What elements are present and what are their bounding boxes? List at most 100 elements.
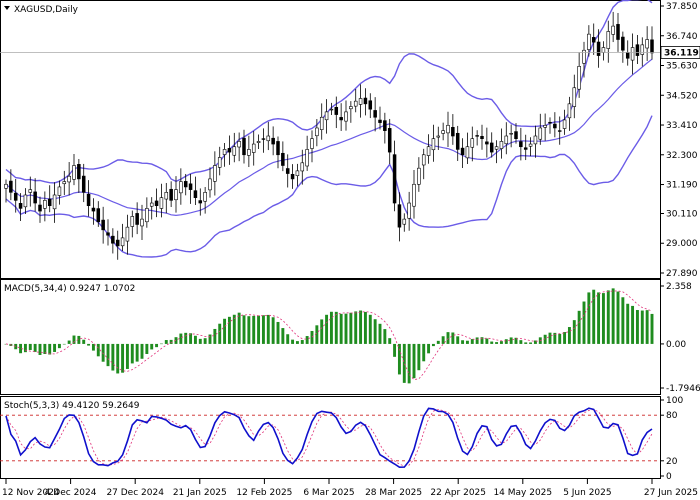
macd-bar bbox=[339, 313, 343, 344]
candle bbox=[383, 112, 387, 144]
candle-body bbox=[4, 183, 8, 189]
candle bbox=[227, 135, 232, 165]
macd-bar bbox=[329, 311, 333, 344]
candle-body bbox=[33, 191, 37, 204]
candle bbox=[101, 206, 105, 244]
candle-body bbox=[378, 119, 382, 123]
candle bbox=[271, 126, 275, 156]
stoch-tick-label: 20 bbox=[666, 457, 678, 467]
candle bbox=[164, 182, 169, 214]
candle-body bbox=[266, 135, 271, 142]
macd-bar bbox=[38, 343, 42, 355]
macd-bar bbox=[645, 310, 649, 344]
candle bbox=[242, 129, 246, 164]
candle-body bbox=[164, 192, 169, 200]
candle bbox=[446, 111, 450, 148]
candle-body bbox=[504, 135, 509, 145]
macd-bar bbox=[218, 323, 222, 344]
macd-bar bbox=[553, 332, 557, 344]
candle bbox=[417, 157, 421, 192]
candle bbox=[169, 181, 173, 208]
macd-histogram bbox=[4, 288, 654, 384]
candle bbox=[421, 148, 426, 180]
candle-body bbox=[397, 204, 402, 228]
candle-body bbox=[18, 203, 23, 209]
candle bbox=[412, 170, 416, 219]
candle bbox=[601, 41, 606, 61]
macd-bar bbox=[456, 336, 460, 344]
current-price-badge bbox=[660, 46, 700, 59]
candle bbox=[329, 102, 334, 116]
macd-bar bbox=[597, 292, 601, 344]
macd-bar bbox=[237, 312, 241, 344]
macd-bar bbox=[82, 339, 86, 344]
candle bbox=[62, 170, 67, 196]
macd-bar bbox=[616, 291, 620, 344]
candle-body bbox=[13, 192, 18, 201]
macd-bar bbox=[514, 337, 518, 344]
macd-bar bbox=[373, 319, 377, 344]
macd-bar bbox=[150, 343, 154, 350]
candle-body bbox=[213, 165, 217, 182]
candle-body bbox=[567, 103, 572, 119]
candle bbox=[324, 99, 329, 134]
candle bbox=[295, 163, 300, 187]
candle bbox=[319, 103, 324, 140]
macd-bar bbox=[475, 337, 479, 344]
macd-bar bbox=[626, 303, 630, 344]
candle-body bbox=[149, 202, 154, 207]
candle bbox=[407, 191, 411, 231]
candle bbox=[67, 162, 71, 196]
candle-body bbox=[159, 197, 164, 209]
macd-bar bbox=[169, 339, 173, 344]
candle bbox=[543, 113, 547, 141]
macd-bar bbox=[558, 333, 562, 344]
candle-body bbox=[344, 111, 348, 122]
candle-body bbox=[145, 208, 149, 223]
stoch-panel-frame bbox=[0, 396, 661, 479]
triangle-down-icon[interactable] bbox=[4, 6, 10, 10]
macd-panel-frame bbox=[0, 279, 661, 395]
candle-body bbox=[232, 146, 237, 156]
candle-body bbox=[261, 138, 266, 140]
candle bbox=[256, 134, 261, 150]
macd-bar bbox=[130, 343, 134, 364]
macd-bar bbox=[621, 297, 625, 344]
macd-bar bbox=[446, 332, 450, 344]
candle-body bbox=[562, 119, 567, 129]
candle-body bbox=[402, 218, 407, 225]
price-axis: 37.850 36.740 35.630 34.520 33.410 32.300 31.1… bbox=[660, 2, 700, 279]
candle bbox=[489, 132, 494, 158]
macd-bar bbox=[67, 340, 71, 344]
macd-bar bbox=[77, 335, 81, 344]
candle bbox=[91, 198, 96, 225]
macd-bar bbox=[417, 343, 421, 371]
macd-bar bbox=[281, 328, 285, 344]
candle bbox=[208, 167, 212, 198]
time-tick-label: 14 May 2025 bbox=[493, 488, 552, 498]
candle-body bbox=[485, 141, 489, 145]
macd-bar bbox=[519, 340, 523, 344]
macd-bar bbox=[363, 311, 367, 344]
candle-body bbox=[305, 149, 309, 167]
candle bbox=[57, 180, 62, 205]
macd-bar bbox=[397, 343, 401, 375]
candle-body bbox=[523, 147, 528, 150]
candle-body bbox=[290, 173, 295, 180]
candle-body bbox=[247, 149, 251, 156]
candle-body bbox=[533, 135, 538, 145]
candle-body bbox=[135, 213, 139, 225]
macd-bar bbox=[14, 343, 18, 350]
candle bbox=[266, 121, 271, 151]
candle bbox=[548, 117, 552, 134]
candle-body bbox=[106, 232, 110, 236]
candle-body bbox=[198, 200, 203, 204]
candle-body bbox=[601, 47, 606, 53]
candle bbox=[334, 96, 339, 129]
candle-body bbox=[625, 52, 630, 59]
macd-bar bbox=[524, 342, 528, 344]
candle-body bbox=[47, 198, 52, 207]
candle bbox=[616, 12, 620, 52]
macd-bar bbox=[349, 312, 353, 344]
candle-body bbox=[480, 136, 484, 139]
